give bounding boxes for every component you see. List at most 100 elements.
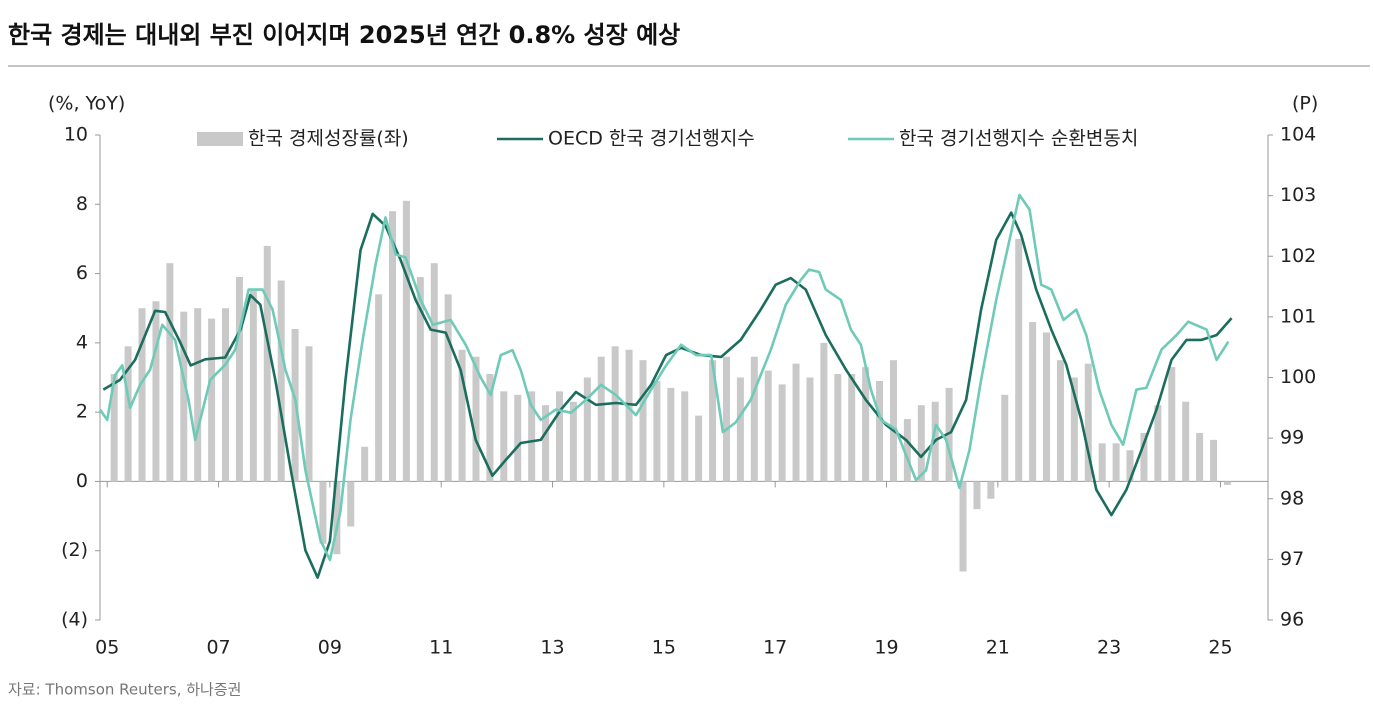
bar xyxy=(889,360,897,482)
bar xyxy=(1098,443,1106,482)
y-axis-label: (%, YoY) xyxy=(48,93,125,115)
y-tick-label: 2 xyxy=(76,401,88,423)
bar xyxy=(1043,332,1051,482)
bar xyxy=(876,380,884,482)
legend-label: 한국 경기선행지수 순환변동치 xyxy=(899,128,1138,150)
bar xyxy=(1112,443,1120,482)
bar xyxy=(862,367,870,482)
x-tick-label: 11 xyxy=(429,637,453,659)
bar xyxy=(263,245,271,482)
legend-swatch xyxy=(197,132,243,146)
x-tick-label: 09 xyxy=(318,637,342,659)
y-tick-label: 6 xyxy=(76,262,88,284)
x-tick-label: 05 xyxy=(95,637,119,659)
bar xyxy=(222,308,230,482)
bar xyxy=(1015,238,1023,482)
bar xyxy=(709,360,717,482)
y2-tick-label: 99 xyxy=(1280,427,1304,449)
bar xyxy=(180,311,188,482)
bar xyxy=(834,374,842,482)
bar xyxy=(305,346,313,482)
bar xyxy=(402,200,410,482)
bar xyxy=(1126,450,1134,482)
x-tick-label: 15 xyxy=(652,637,676,659)
bar xyxy=(792,363,800,482)
bar xyxy=(722,356,730,482)
y-tick-label: (2) xyxy=(61,539,88,561)
y-tick-label: (4) xyxy=(61,609,88,631)
y2-tick-label: 101 xyxy=(1280,305,1316,327)
bar xyxy=(152,301,160,482)
bar xyxy=(124,346,132,482)
y-tick-label: 8 xyxy=(76,193,88,215)
bar xyxy=(542,405,550,482)
bar xyxy=(194,308,202,482)
x-tick-label: 13 xyxy=(540,637,564,659)
bar xyxy=(1070,377,1078,482)
bar xyxy=(569,401,577,482)
bar xyxy=(472,356,480,482)
bar xyxy=(430,263,438,482)
bar xyxy=(375,294,383,482)
bar xyxy=(987,481,995,499)
y2-axis-label: (P) xyxy=(1292,93,1318,115)
bar xyxy=(514,394,522,482)
bar xyxy=(1196,432,1204,482)
bar xyxy=(138,308,146,482)
legend-label: OECD 한국 경기선행지수 xyxy=(548,128,755,150)
bar xyxy=(583,377,591,482)
y-tick-label: 10 xyxy=(64,124,88,146)
bar xyxy=(653,380,661,482)
y-tick-label: 0 xyxy=(76,470,88,492)
bar xyxy=(597,356,605,482)
bar xyxy=(347,481,355,527)
y2-tick-label: 97 xyxy=(1280,548,1304,570)
y2-tick-label: 100 xyxy=(1280,366,1316,388)
bar xyxy=(959,481,967,572)
bar xyxy=(555,391,563,482)
bar xyxy=(1029,322,1037,482)
legend-label: 한국 경제성장률(좌) xyxy=(248,128,409,150)
bar xyxy=(235,277,243,482)
x-tick-label: 17 xyxy=(763,637,787,659)
y-tick-label: 4 xyxy=(76,331,88,353)
bar xyxy=(639,360,647,482)
bar xyxy=(110,374,118,482)
y2-tick-label: 103 xyxy=(1280,184,1316,206)
bar xyxy=(1154,405,1162,482)
bar xyxy=(695,415,703,482)
bar xyxy=(973,481,981,510)
x-tick-label: 21 xyxy=(986,637,1010,659)
bar xyxy=(806,377,814,482)
bar xyxy=(778,384,786,482)
line xyxy=(98,193,1230,562)
x-tick-label: 25 xyxy=(1208,637,1232,659)
y2-tick-label: 104 xyxy=(1280,124,1316,146)
bar xyxy=(848,374,856,482)
bar xyxy=(1084,363,1092,482)
y2-tick-label: 102 xyxy=(1280,245,1316,267)
bar xyxy=(458,349,466,482)
y2-tick-label: 98 xyxy=(1280,487,1304,509)
bar xyxy=(611,346,619,482)
bar xyxy=(1168,367,1176,482)
x-tick-label: 07 xyxy=(206,637,230,659)
line xyxy=(102,211,1233,579)
bar xyxy=(444,294,452,482)
bar xyxy=(945,387,953,482)
bar xyxy=(249,290,257,482)
bar xyxy=(208,318,216,482)
bar xyxy=(667,387,675,482)
bar xyxy=(416,277,424,482)
bar xyxy=(1223,481,1231,485)
bar xyxy=(277,280,285,482)
bar xyxy=(528,391,536,482)
bar xyxy=(917,405,925,482)
bar xyxy=(750,356,758,482)
bar xyxy=(361,446,369,482)
bar xyxy=(1056,360,1064,482)
bar xyxy=(820,342,828,482)
bar xyxy=(764,370,772,482)
bar xyxy=(1140,432,1148,482)
